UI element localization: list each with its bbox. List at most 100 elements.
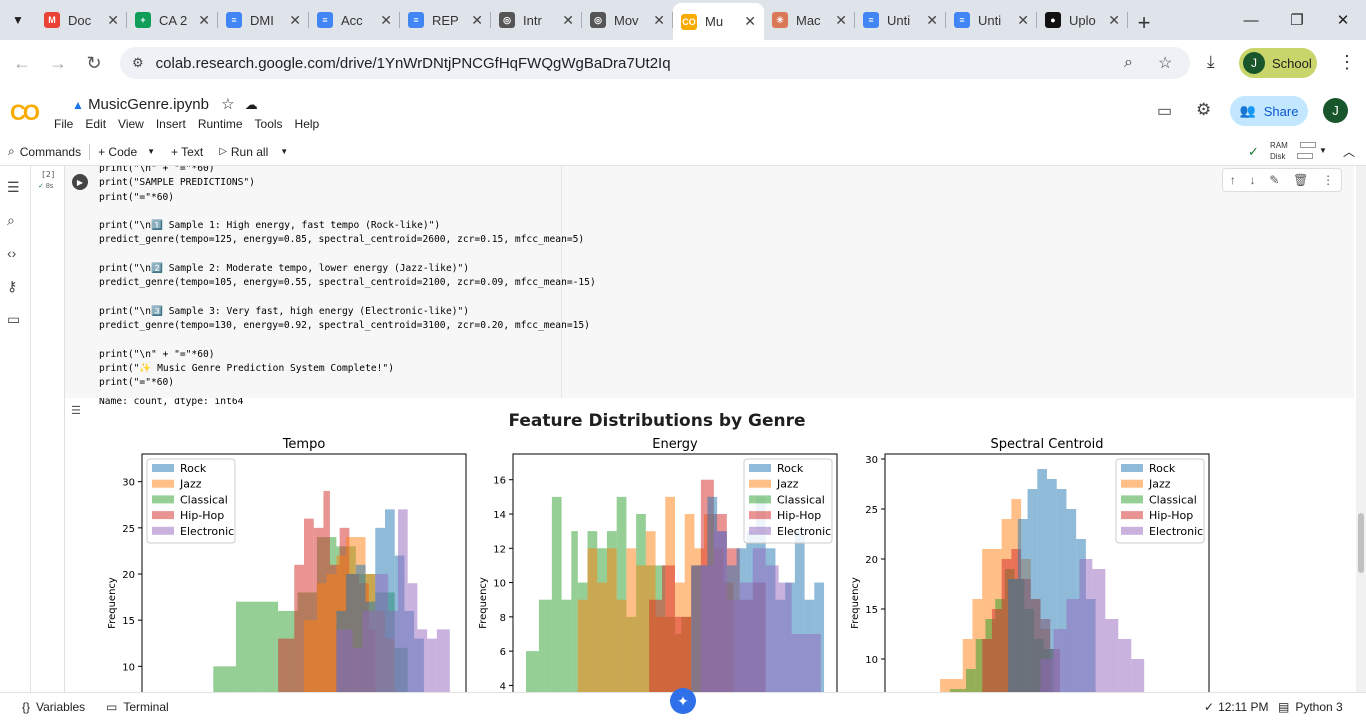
- edit-pencil-icon[interactable]: ✎: [1269, 173, 1280, 187]
- runtime-button[interactable]: ▤ Python 3: [1278, 700, 1343, 714]
- legend-swatch-electronic: [152, 526, 174, 535]
- commands-button[interactable]: ⌕ Commands: [0, 144, 89, 159]
- browser-tab[interactable]: ≡ Acc ✕: [309, 3, 400, 37]
- browser-tab[interactable]: M Doc ✕: [36, 3, 127, 37]
- browser-tab[interactable]: ◎ Mov ✕: [582, 3, 673, 37]
- move-up-icon[interactable]: ↑: [1229, 173, 1236, 187]
- files-folder-icon[interactable]: ▭: [7, 311, 21, 327]
- code-snippets-icon[interactable]: ‹›: [7, 245, 17, 261]
- close-tab-icon[interactable]: ✕: [471, 11, 483, 28]
- browser-tab[interactable]: ≡ DMI ✕: [218, 3, 309, 37]
- run-cell-button[interactable]: ▶: [72, 174, 88, 190]
- legend: Rock Jazz Classical Hip-Hop Electronic: [146, 458, 236, 544]
- histogram-bar-jazz: [684, 514, 695, 692]
- resource-monitor[interactable]: RAM Disk: [1270, 140, 1317, 162]
- find-icon[interactable]: ⌕: [7, 212, 15, 228]
- menu-file[interactable]: File: [54, 117, 74, 131]
- close-tab-icon[interactable]: ✕: [744, 13, 756, 29]
- back-arrow-icon[interactable]: ←: [13, 52, 31, 73]
- menu-runtime[interactable]: Runtime: [197, 117, 243, 131]
- browser-tab[interactable]: ≡ REP ✕: [400, 3, 491, 37]
- new-tab-button[interactable]: +: [1137, 10, 1151, 35]
- notebook-scrollbar[interactable]: [1356, 166, 1366, 692]
- add-code-button[interactable]: + Code ▼: [90, 145, 163, 159]
- close-tab-icon[interactable]: ✕: [380, 11, 392, 28]
- cloud-icon[interactable]: ☁: [244, 97, 258, 112]
- move-down-icon[interactable]: ↓: [1249, 173, 1256, 187]
- add-text-button[interactable]: + Text: [171, 144, 204, 159]
- close-tab-icon[interactable]: ✕: [835, 11, 847, 28]
- histogram-bar-jazz: [304, 620, 317, 692]
- browser-tab[interactable]: ● Uplo ✕: [1037, 3, 1128, 37]
- legend-swatch-electronic: [1121, 526, 1143, 535]
- comments-icon[interactable]: ▭: [1157, 103, 1173, 120]
- profile-button[interactable]: J School: [1239, 48, 1317, 78]
- gemini-sparkle-icon[interactable]: ✦: [670, 688, 696, 714]
- y-tick-label: 10: [865, 655, 878, 666]
- close-tab-icon[interactable]: ✕: [562, 11, 574, 28]
- menu-bar: File Edit View Insert Runtime Tools Help: [54, 117, 319, 131]
- site-info-icon[interactable]: ⚙: [132, 55, 144, 70]
- browser-tab[interactable]: ≡ Unti ✕: [855, 3, 946, 37]
- browser-tab[interactable]: ◎ Intr ✕: [491, 3, 582, 37]
- menu-insert[interactable]: Insert: [155, 117, 186, 131]
- colab-logo[interactable]: CO: [10, 100, 40, 125]
- browser-menu-icon[interactable]: ⋮: [1338, 52, 1356, 72]
- histogram-bar-electronic: [1092, 569, 1106, 692]
- scroll-thumb[interactable]: [1358, 513, 1364, 573]
- close-tab-icon[interactable]: ✕: [107, 11, 119, 28]
- histogram-bars: [525, 479, 825, 692]
- omnibox[interactable]: ⚙ colab.research.google.com/drive/1YnWrD…: [120, 47, 1190, 79]
- close-tab-icon[interactable]: ✕: [1017, 11, 1029, 28]
- legend: Rock Jazz Classical Hip-Hop Electronic: [743, 458, 833, 544]
- user-avatar[interactable]: J: [1323, 98, 1348, 123]
- more-options-icon[interactable]: ⋮: [1322, 173, 1335, 187]
- close-window-icon[interactable]: ✕: [1336, 12, 1350, 29]
- y-axis-label: Frequency: [478, 577, 489, 629]
- share-button[interactable]: 👥 Share: [1230, 96, 1308, 126]
- forward-arrow-icon[interactable]: →: [49, 52, 67, 73]
- chevron-down-icon[interactable]: ▼: [280, 147, 289, 156]
- download-icon[interactable]: ⤓: [1207, 52, 1215, 71]
- collapse-up-icon[interactable]: ︿: [1343, 145, 1356, 159]
- histogram-bar-rock: [385, 509, 395, 692]
- histogram-bar-classical: [561, 599, 572, 692]
- last-run-status[interactable]: ✓ 12:11 PM: [1204, 700, 1269, 714]
- code-cell[interactable]: ▶ print("\n" + "="*60) print("SAMPLE PRE…: [64, 166, 1354, 398]
- chevron-down-icon[interactable]: ▼: [1319, 146, 1327, 155]
- menu-help[interactable]: Help: [294, 117, 320, 131]
- close-tab-icon[interactable]: ✕: [653, 11, 665, 28]
- close-tab-icon[interactable]: ✕: [289, 11, 301, 28]
- close-tab-icon[interactable]: ✕: [198, 11, 210, 28]
- legend-swatch-electronic: [749, 526, 771, 535]
- bookmark-star-icon[interactable]: ☆: [1158, 55, 1173, 72]
- menu-view[interactable]: View: [118, 117, 144, 131]
- close-tab-icon[interactable]: ✕: [926, 11, 938, 28]
- secrets-key-icon[interactable]: ⚷: [7, 278, 18, 294]
- zoom-icon[interactable]: ⌕: [1124, 54, 1133, 71]
- close-tab-icon[interactable]: ✕: [1108, 11, 1120, 28]
- toc-icon[interactable]: ☰: [7, 179, 20, 195]
- reload-icon[interactable]: ↻: [86, 52, 102, 73]
- browser-tab[interactable]: + CA 2 ✕: [127, 3, 218, 37]
- browser-tab[interactable]: ✳ Mac ✕: [764, 3, 855, 37]
- axes-frame: [512, 453, 838, 692]
- search-icon: ⌕: [8, 144, 15, 158]
- run-all-button[interactable]: ▷ Run all ▼: [211, 145, 296, 159]
- chevron-down-icon[interactable]: ▼: [147, 147, 156, 156]
- terminal-button[interactable]: ▭ Terminal: [106, 700, 169, 714]
- browser-tab[interactable]: ≡ Unti ✕: [946, 3, 1037, 37]
- cell-source[interactable]: print("\n" + "="*60) print("SAMPLE PREDI…: [99, 166, 596, 389]
- output-toggle-icon[interactable]: ☰: [71, 405, 81, 417]
- tab-search-chevron-icon[interactable]: ▼: [12, 13, 24, 27]
- settings-gear-icon[interactable]: ⚙: [1196, 100, 1212, 119]
- minimize-icon[interactable]: —: [1243, 11, 1259, 29]
- delete-trash-icon[interactable]: 🗑: [1293, 173, 1309, 187]
- maximize-icon[interactable]: ❐: [1290, 12, 1304, 29]
- menu-tools[interactable]: Tools: [254, 117, 283, 131]
- variables-button[interactable]: {} Variables: [22, 700, 85, 714]
- menu-edit[interactable]: Edit: [85, 117, 107, 131]
- notebook-filename[interactable]: MusicGenre.ipynb: [88, 96, 209, 113]
- star-icon[interactable]: ☆: [221, 96, 235, 113]
- browser-tab[interactable]: CO Mu ✕: [673, 3, 764, 40]
